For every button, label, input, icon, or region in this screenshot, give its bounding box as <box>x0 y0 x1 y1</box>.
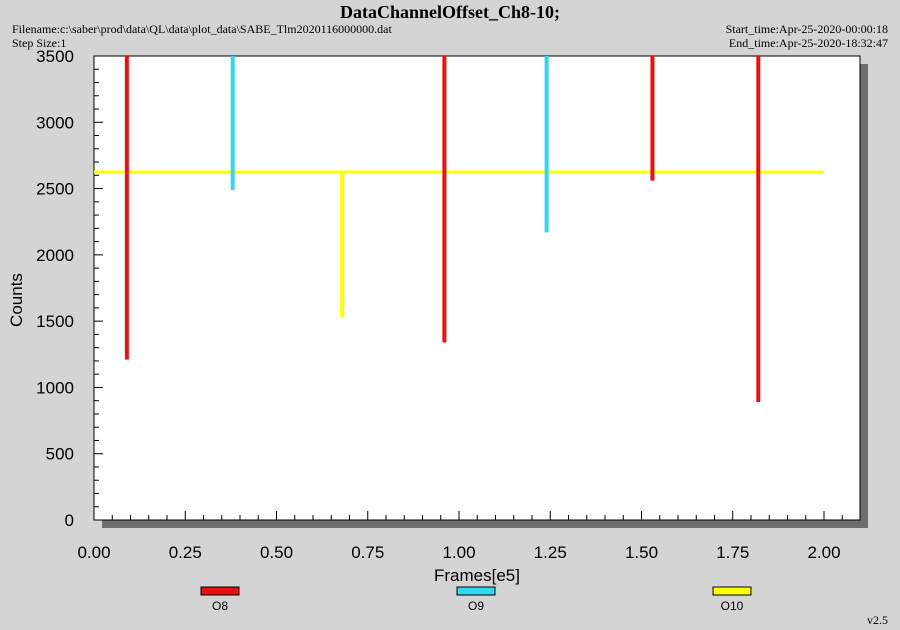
version-label: v2.5 <box>867 613 888 627</box>
x-tick-label: 0.50 <box>260 543 293 562</box>
step-size-label: Step Size:1 <box>12 36 67 50</box>
x-axis-label: Frames[e5] <box>434 566 520 585</box>
x-tick-label: 1.25 <box>534 543 567 562</box>
y-tick-label: 500 <box>46 445 74 464</box>
y-tick-label: 2000 <box>36 246 74 265</box>
start-time-label: Start_time:Apr-25-2020-00:00:18 <box>725 22 888 36</box>
x-tick-label: 0.25 <box>169 543 202 562</box>
x-tick-label: 0.00 <box>77 543 110 562</box>
x-tick-label: 1.00 <box>442 543 475 562</box>
x-tick-label: 1.50 <box>625 543 658 562</box>
y-tick-label: 3500 <box>36 47 74 66</box>
legend-label-o10: O10 <box>721 599 744 613</box>
legend-swatch-o10 <box>712 586 752 596</box>
legend-swatch-o8 <box>200 586 240 596</box>
y-tick-label: 1500 <box>36 312 74 331</box>
y-axis-label: Counts <box>7 273 26 327</box>
legend-label-o8: O8 <box>212 599 228 613</box>
end-time-label: End_time:Apr-25-2020-18:32:47 <box>728 36 888 50</box>
x-tick-label: 2.00 <box>807 543 840 562</box>
y-tick-label: 3000 <box>36 113 74 132</box>
y-tick-label: 2500 <box>36 180 74 199</box>
y-tick-label: 1000 <box>36 378 74 397</box>
x-tick-label: 1.75 <box>716 543 749 562</box>
legend-label-o9: O9 <box>468 599 484 613</box>
filename-label: Filename:c:\saber\prod\data\QL\data\plot… <box>12 22 392 36</box>
x-tick-label: 0.75 <box>351 543 384 562</box>
plot-area <box>93 55 861 521</box>
y-tick-label: 0 <box>65 511 74 530</box>
legend-swatch-o9 <box>456 586 496 596</box>
chart-title: DataChannelOffset_Ch8-10; <box>340 2 560 22</box>
